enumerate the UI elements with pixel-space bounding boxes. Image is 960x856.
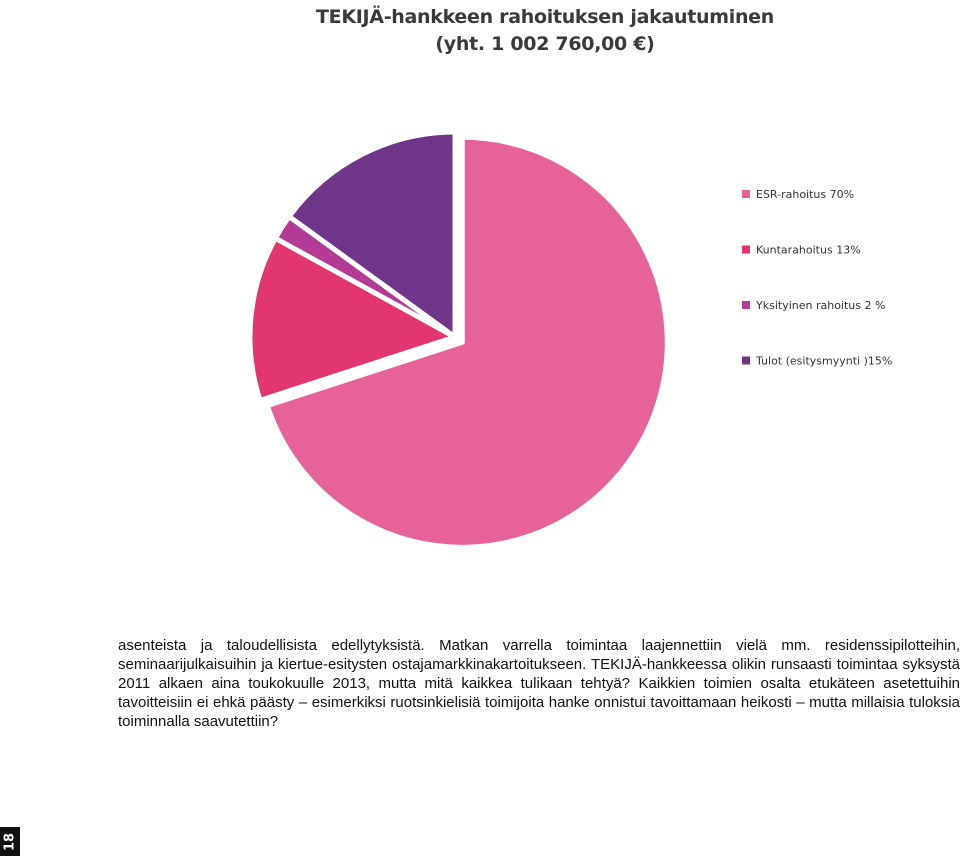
legend-label-1: ESR-rahoitus 70% bbox=[756, 188, 854, 201]
pie-slice-1 bbox=[264, 134, 670, 550]
pie-slice-4 bbox=[286, 129, 458, 340]
chart-subtitle: (yht. 1 002 760,00 €) bbox=[435, 33, 655, 55]
legend-swatch-3 bbox=[742, 301, 750, 309]
chart-title-block: TEKIJÄ-hankkeen rahoituksen jakautuminen… bbox=[300, 4, 790, 58]
legend-swatch-4 bbox=[742, 356, 750, 365]
legend-swatch-1 bbox=[742, 190, 750, 198]
body-paragraph: asenteista ja taloudellisista edellytyks… bbox=[118, 637, 960, 730]
page-number: 18 bbox=[0, 827, 20, 856]
pie-chart: ESR-rahoitus 70% Kuntarahoitus 13% Yksityi… bbox=[247, 129, 893, 550]
legend-label-4: Tulot (esitysmyynti )15% bbox=[755, 355, 892, 368]
pie-slice-2 bbox=[247, 235, 458, 403]
legend-label-2: Kuntarahoitus 13% bbox=[756, 244, 861, 257]
chart-title: TEKIJÄ-hankkeen rahoituksen jakautuminen bbox=[316, 6, 774, 28]
body-text: asenteista ja taloudellisista edellytyks… bbox=[118, 636, 960, 731]
legend-label-3: Yksityinen rahoitus 2 % bbox=[755, 299, 885, 312]
legend-swatch-2 bbox=[742, 245, 750, 254]
